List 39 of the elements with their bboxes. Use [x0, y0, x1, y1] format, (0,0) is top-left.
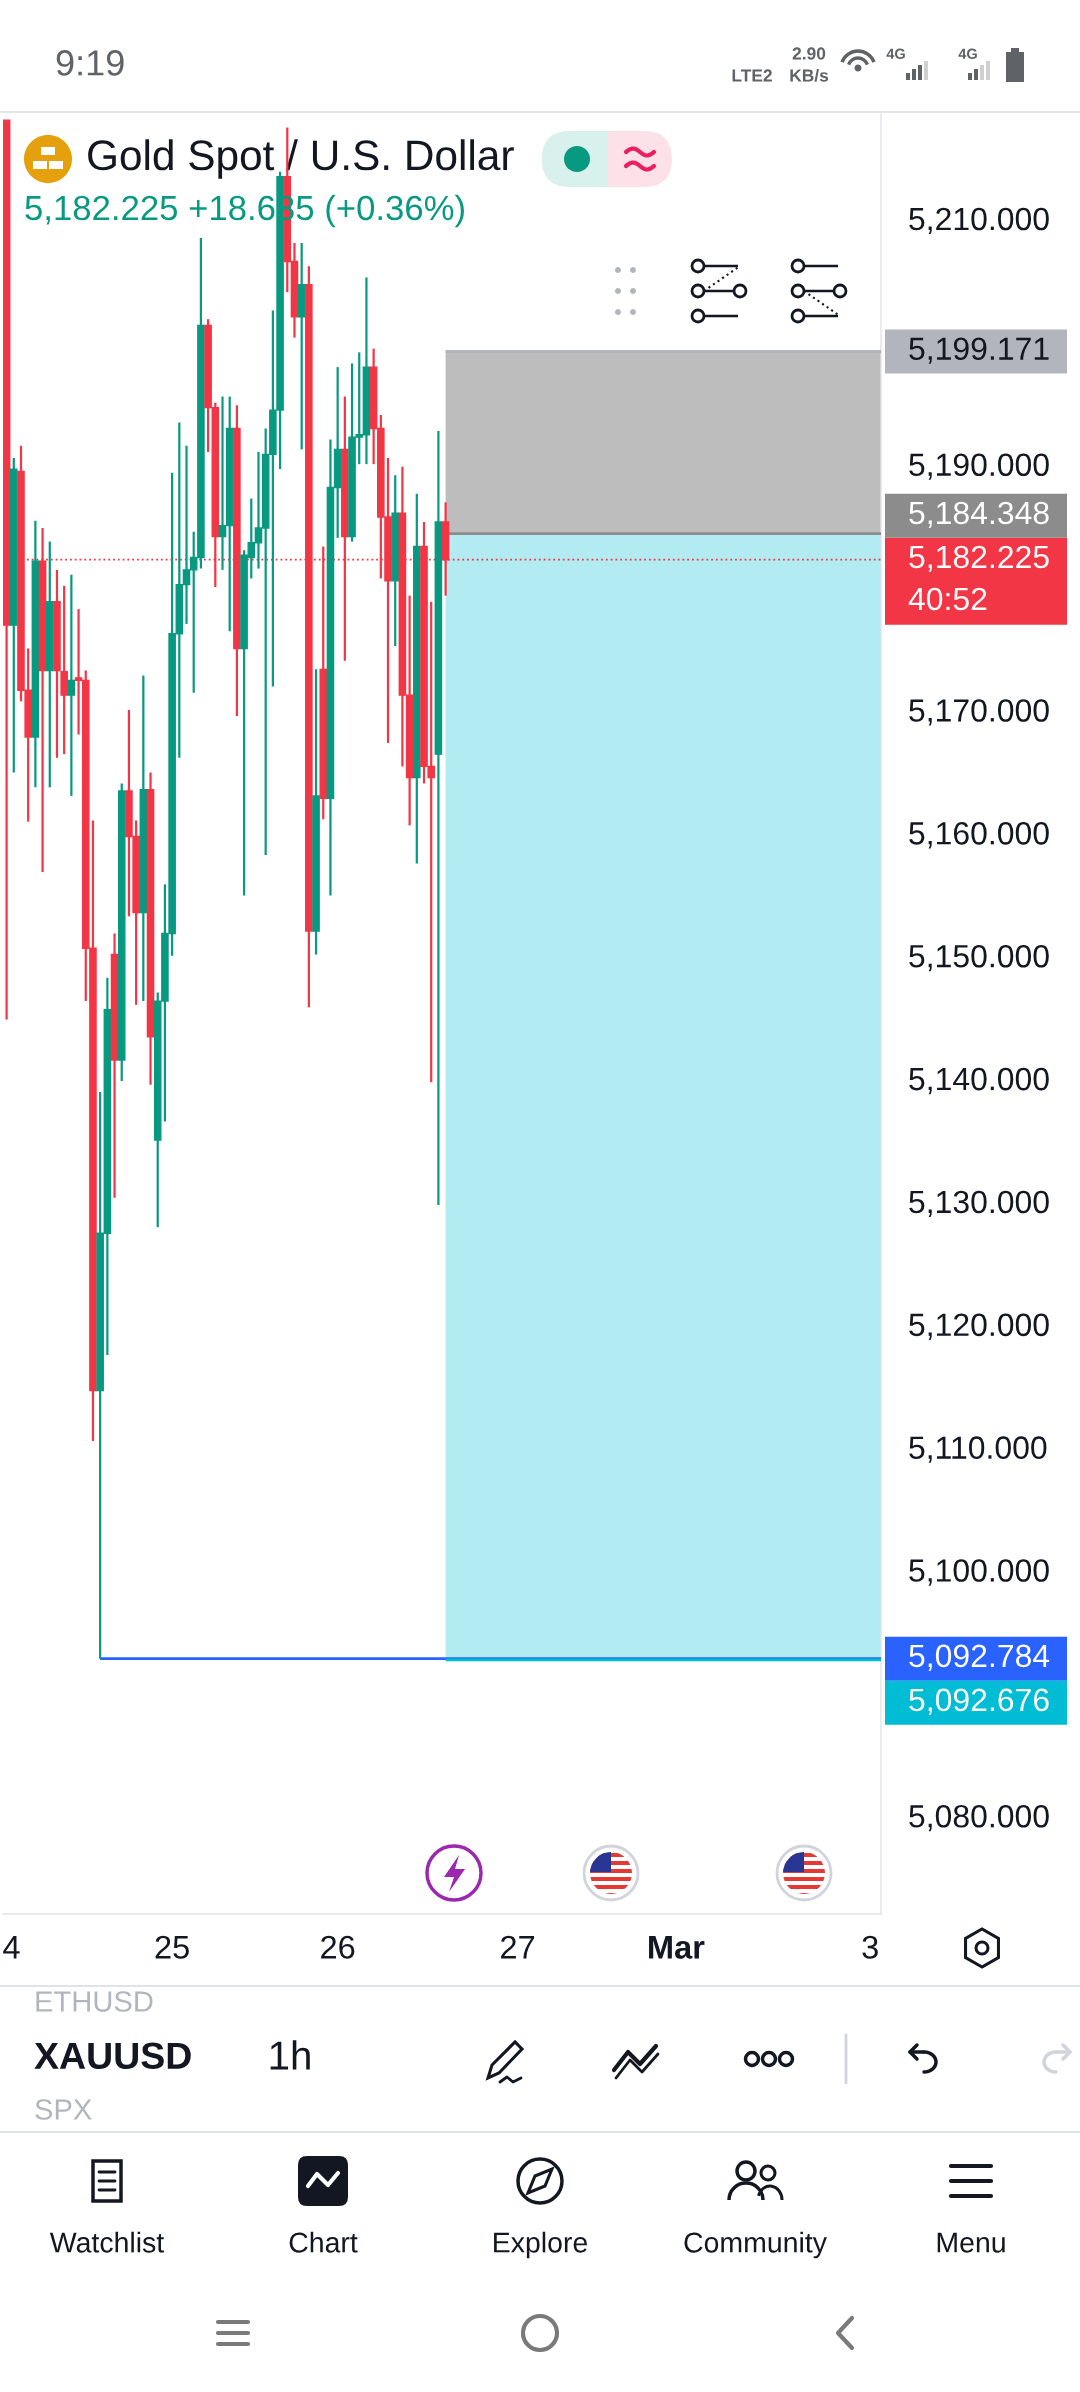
- ref-line-label: 5,199.171: [909, 337, 1049, 364]
- text: Community: [684, 2231, 827, 2259]
- text: Menu: [937, 2232, 1005, 2253]
- y-tick-label: 5,100.000: [909, 1559, 1049, 1586]
- y-tick-label: 5,140.000: [909, 1067, 1049, 1095]
- ref-line-label: 5,092.676: [909, 1688, 1049, 1715]
- y-tick-label: 5,120.000: [909, 1313, 1049, 1340]
- text: 4G: [886, 48, 905, 59]
- x-tick-label: 26: [321, 1935, 355, 1959]
- text: Chart: [289, 2231, 358, 2253]
- y-tick-label: 5,190.000: [909, 453, 1049, 480]
- ref-line-label: 5,184.348: [909, 501, 1049, 529]
- text: KB/s: [790, 68, 829, 82]
- x-tick-label: 25: [155, 1935, 189, 1959]
- text: LTE2: [732, 69, 772, 82]
- text: XAUUSD: [34, 2042, 191, 2070]
- x-tick-label: 27: [501, 1935, 535, 1959]
- ref-line-label: 5,182.225: [909, 545, 1049, 573]
- text: SPX: [35, 2099, 92, 2120]
- text: 40:52: [908, 587, 987, 611]
- candlestick: [67, 573, 76, 798]
- y-tick-label: 5,110.000: [909, 1436, 1047, 1463]
- y-tick-label: 5,170.000: [909, 699, 1049, 726]
- x-tick-label: Mar: [649, 1936, 705, 1959]
- y-tick-label: 5,150.000: [909, 944, 1049, 972]
- text: ETHUSD: [36, 1991, 153, 2012]
- text: 2.90: [792, 47, 826, 60]
- x-tick-label: 4: [3, 1936, 20, 1959]
- y-tick-label: 5,130.000: [909, 1190, 1049, 1218]
- y-tick-label: 5,210.000: [909, 207, 1049, 235]
- text: 1h: [270, 2040, 310, 2070]
- text: 9:19: [56, 50, 124, 76]
- text: Explore: [494, 2231, 588, 2259]
- x-tick-label: 3: [862, 1935, 878, 1959]
- y-tick-label: 5,080.000: [909, 1804, 1049, 1832]
- y-tick-label: 5,160.000: [909, 822, 1049, 849]
- ref-line-label: 5,092.784: [909, 1644, 1050, 1671]
- text: Watchlist: [49, 2231, 164, 2253]
- text: 4G: [958, 48, 977, 59]
